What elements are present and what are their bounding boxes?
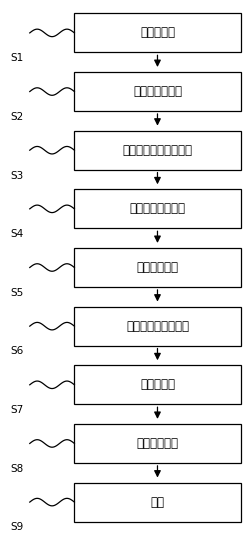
Bar <box>74 365 241 404</box>
Text: S1: S1 <box>10 54 23 63</box>
Text: 活性炭表面催化剂负载: 活性炭表面催化剂负载 <box>123 144 192 157</box>
Text: 配制浸渍改性溶液: 配制浸渍改性溶液 <box>129 202 186 216</box>
Bar <box>74 248 241 287</box>
Text: 排出多余氨气: 排出多余氨气 <box>136 437 179 450</box>
Text: S2: S2 <box>10 112 23 122</box>
Text: 冷却: 冷却 <box>151 495 164 509</box>
Bar <box>74 307 241 346</box>
Text: 活性炭准备: 活性炭准备 <box>140 26 175 40</box>
Text: 配制氨水溶液: 配制氨水溶液 <box>136 261 179 274</box>
Bar <box>74 72 241 111</box>
Text: S5: S5 <box>10 288 23 298</box>
Bar <box>74 131 241 170</box>
Text: S3: S3 <box>10 171 23 180</box>
Bar <box>74 424 241 463</box>
Text: S8: S8 <box>10 464 23 474</box>
Text: 控制活化炉升温温度: 控制活化炉升温温度 <box>126 319 189 333</box>
Text: S6: S6 <box>10 347 23 356</box>
Text: S4: S4 <box>10 229 23 239</box>
Bar <box>74 189 241 228</box>
Text: S7: S7 <box>10 405 23 415</box>
Text: 疏通活性炭孔道: 疏通活性炭孔道 <box>133 85 182 98</box>
Text: 活性炭改性: 活性炭改性 <box>140 378 175 391</box>
Bar <box>74 483 241 522</box>
Bar <box>74 13 241 52</box>
Text: S9: S9 <box>10 522 23 532</box>
